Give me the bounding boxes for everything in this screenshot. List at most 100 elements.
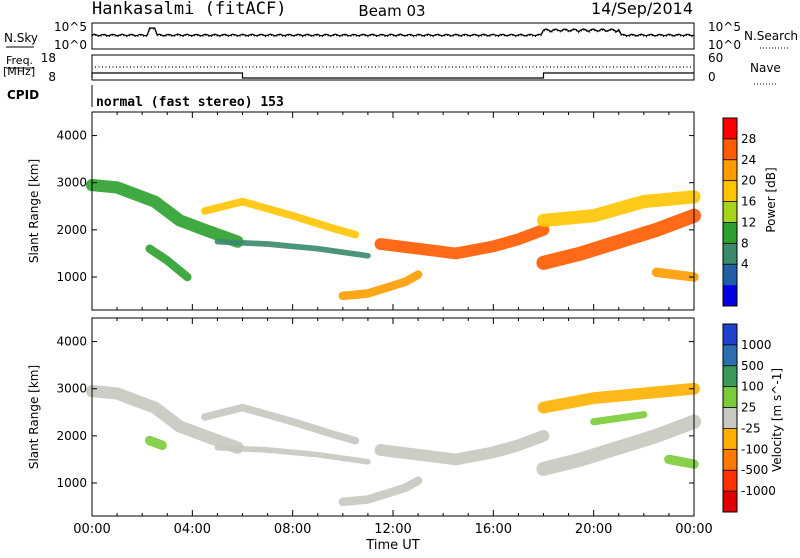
power-y-axis-label: Slant Range [km]: [27, 159, 41, 263]
x-tick-label: 20:00: [575, 522, 612, 537]
noise-tick-right-high: 10^5: [708, 20, 741, 34]
y-tick-label: 4000: [56, 335, 87, 349]
cpid-text: normal (fast stereo) 153: [96, 95, 284, 110]
power-colorbar-label: Power [dB]: [764, 167, 778, 232]
y-tick-label: 4000: [56, 129, 87, 143]
nsky-line: [91, 27, 695, 37]
echo-band-8: [651, 267, 699, 282]
echo-band-6: [536, 414, 702, 476]
noise-tick-low: 10^0: [54, 38, 87, 52]
nsearch-label: N.Search: [744, 29, 798, 43]
colorbar-tick-label: 4: [741, 257, 749, 271]
velocity-y-axis-label: Slant Range [km]: [27, 365, 41, 469]
colorbar-segment: [723, 222, 737, 244]
colorbar-frame: [722, 323, 738, 513]
nave-tick-high: 60: [708, 51, 723, 65]
colorbar-segment: [723, 285, 737, 307]
echo-band-9: [664, 454, 699, 469]
colorbar-segment: [723, 386, 737, 408]
colorbar-tick-label: 16: [741, 195, 756, 209]
x-axis-title: Time UT: [365, 538, 419, 553]
echo-band-4: [338, 476, 423, 507]
freq-panel-frame: [91, 54, 695, 81]
colorbar-tick-label: -25: [741, 421, 761, 435]
nave-label: Nave: [750, 61, 781, 75]
noise-tick-high: 10^5: [54, 20, 87, 34]
colorbar-tick-label: -500: [741, 463, 768, 477]
colorbar-segment: [723, 180, 737, 202]
nsky-label: N.Sky: [4, 31, 38, 45]
colorbar-tick-label: -1000: [741, 484, 776, 498]
x-tick-label: 00:00: [675, 522, 712, 537]
velocity-colorbar: 1000 500 100 25 -25 -100 -500 -1000: [722, 323, 776, 513]
power-data-layer: [85, 178, 702, 301]
colorbar-tick-label: 25: [741, 401, 756, 415]
power-colorbar: 28 24 20 16 12 8 4: [722, 117, 756, 307]
echo-band-5: [374, 429, 550, 466]
colorbar-segment: [723, 324, 737, 346]
x-tick-label: 00:00: [73, 522, 110, 537]
beam-title: Beam 03: [358, 2, 425, 20]
colorbar-segment: [723, 138, 737, 161]
y-tick-label: 2000: [56, 429, 87, 443]
colorbar-tick-label: 1000: [741, 338, 772, 352]
y-tick-label: 2000: [56, 223, 87, 237]
colorbar-segment: [723, 243, 737, 265]
y-tick-label: 1000: [56, 270, 87, 284]
colorbar-segment: [723, 491, 737, 513]
colorbar-tick-label: 20: [741, 174, 756, 188]
colorbar-segment: [723, 201, 737, 223]
nave-tick-low: 0: [708, 70, 716, 84]
power-panel: 4000 3000 2000 1000 Slant Range [km] 28 24 20…: [27, 111, 778, 311]
colorbar-tick-label: 100: [741, 380, 764, 394]
echo-band-6: [536, 208, 702, 270]
echo-band-0: [85, 384, 244, 454]
power-panel-frame: [91, 111, 695, 311]
freq-label: Freq.: [6, 54, 33, 67]
colorbar-segment: [723, 159, 737, 181]
echo-band-2: [201, 403, 360, 445]
velocity-panel-frame: [91, 317, 695, 517]
echo-band-0: [85, 178, 244, 248]
colorbar-segment: [723, 264, 737, 286]
echo-band-1: [144, 435, 167, 450]
x-tick-label: 12:00: [374, 522, 411, 537]
echo-band-4: [338, 270, 423, 301]
nsearch-line: [91, 28, 695, 38]
station-title: Hankasalmi (fitACF): [92, 0, 286, 19]
colorbar-tick-label: 8: [741, 236, 749, 250]
colorbar-segment: [723, 428, 737, 450]
y-tick-label: 3000: [56, 382, 87, 396]
power-y-ticks: 4000 3000 2000 1000: [56, 129, 694, 284]
freq-line: [91, 72, 694, 79]
velocity-data-layer: [85, 382, 702, 507]
echo-band-8: [590, 411, 648, 426]
echo-band-5: [374, 223, 550, 260]
noise-tick-right-low: 10^0: [708, 38, 741, 52]
echo-band-1: [145, 244, 192, 282]
colorbar-segment: [723, 470, 737, 492]
colorbar-segment: [723, 118, 737, 140]
freq-unit-label: [MHz]: [3, 65, 35, 78]
echo-band-3: [214, 238, 371, 259]
colorbar-tick-label: 24: [741, 153, 756, 167]
x-tick-labels: 00:00 04:00 08:00 12:00 16:00 20:00 00:00: [73, 522, 712, 537]
colorbar-segment: [723, 344, 737, 367]
freq-tick-low: 8: [48, 70, 56, 84]
y-tick-label: 3000: [56, 176, 87, 190]
x-tick-label: 16:00: [475, 522, 512, 537]
colorbar-frame: [722, 117, 738, 307]
colorbar-tick-label: 28: [741, 132, 756, 146]
colorbar-segment: [723, 407, 737, 429]
velocity-y-ticks: 4000 3000 2000 1000: [56, 335, 694, 490]
x-tick-label: 04:00: [174, 522, 211, 537]
colorbar-segment: [723, 449, 737, 471]
colorbar-tick-label: 12: [741, 215, 756, 229]
velocity-colorbar-label: Velocity [m s^-1]: [770, 368, 784, 472]
cpid-label: CPID: [7, 88, 39, 102]
y-tick-label: 1000: [56, 476, 87, 490]
date-title: 14/Sep/2014: [591, 0, 693, 18]
echo-band-2: [201, 197, 360, 239]
freq-tick-high: 18: [41, 51, 56, 65]
